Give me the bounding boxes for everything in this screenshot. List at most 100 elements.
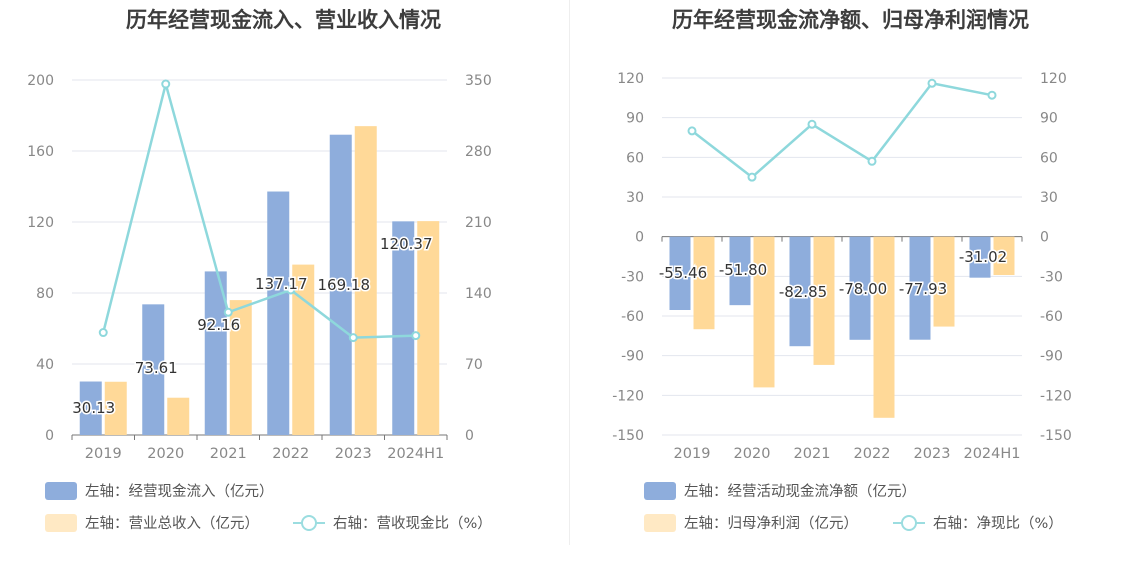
left-axis-tick-label: 120 <box>617 71 644 87</box>
bar-series2 <box>229 300 252 435</box>
left-axis-tick-label: -90 <box>621 349 644 365</box>
right-chart-panel: 历年经营现金流净额、归母净利润情况 -150 -120 -90 -60 -30 0 30 60… <box>567 0 1134 582</box>
left-axis-tick-label: 200 <box>27 73 54 89</box>
line-point <box>987 90 997 100</box>
bar-data-label: -31.02 <box>959 248 1007 266</box>
left-axis-tick-label: 0 <box>45 428 54 444</box>
bar-series2 <box>104 381 127 435</box>
bar-series2 <box>933 236 955 327</box>
line-point <box>98 328 108 338</box>
legend-swatch-orange <box>644 513 676 532</box>
x-axis-category-label: 2020 <box>147 446 184 462</box>
right-axis-tick-label: 30 <box>1040 190 1058 206</box>
line-point <box>927 78 937 88</box>
x-axis-category-label: 2021 <box>794 446 831 462</box>
bar-series2 <box>993 236 1015 276</box>
line-series <box>102 79 416 339</box>
legend-item-net-profit[interactable]: 左轴：归母净利润（亿元） <box>644 512 858 533</box>
left-axis-tick-label: 60 <box>626 150 644 166</box>
line-point <box>747 172 757 182</box>
left-chart-panel: 历年经营现金流入、营业收入情况 0 40 80 120 160 200 0 70 140 210 2… <box>27 8 492 533</box>
left-chart-title: 历年经营现金流入、营业收入情况 <box>126 8 441 32</box>
bar-series1 <box>204 271 227 435</box>
legend-swatch-blue <box>644 481 676 500</box>
left-axis-tick-label: 0 <box>635 230 644 246</box>
bar-data-label: -51.80 <box>719 261 767 279</box>
bar-data-label: 169.18 <box>318 276 371 294</box>
legend-item-net-cash-ratio[interactable]: 右轴：净现比（%） <box>893 512 1063 533</box>
right-axis-tick-label: -30 <box>1040 269 1063 285</box>
panel-divider <box>569 0 570 545</box>
bar-series2 <box>813 236 835 365</box>
bar-series1 <box>79 381 102 435</box>
x-axis-category-label: 2019 <box>85 446 122 462</box>
left-chart-svg: 0 40 80 120 160 200 0 70 140 210 280 350 2019 2020 202… <box>27 73 492 462</box>
x-axis-category-label: 2022 <box>854 446 891 462</box>
line-point <box>867 156 877 166</box>
bar-series2 <box>417 221 440 435</box>
right-axis-tick-label: -60 <box>1040 309 1063 325</box>
bar-series1 <box>329 134 352 435</box>
bar-data-label: 92.16 <box>197 316 240 334</box>
legend-item-revenue[interactable]: 左轴：营业总收入（亿元） <box>45 512 259 533</box>
bar-series1 <box>909 236 931 340</box>
right-axis-tick-label: 140 <box>465 286 492 302</box>
legend-item-ratio[interactable]: 右轴：营收现金比（%） <box>293 512 492 533</box>
line-point <box>807 119 817 129</box>
right-axis-tick-label: 210 <box>465 215 492 231</box>
left-axis-tick-label: 160 <box>27 144 54 160</box>
legend-label: 左轴：经营活动现金流净额（亿元） <box>684 484 916 500</box>
bar-series1 <box>849 236 871 340</box>
line-point <box>348 333 358 343</box>
x-axis-category-label: 2020 <box>734 446 771 462</box>
legend-label: 右轴：净现比（%） <box>933 516 1063 532</box>
x-axis-category-label: 2023 <box>914 446 951 462</box>
left-axis-tick-label: -60 <box>621 309 644 325</box>
right-chart-svg: -150 -120 -90 -60 -30 0 30 60 90 120 -150 -120 -90 -6… <box>612 71 1072 462</box>
bar-series1 <box>969 236 991 278</box>
legend-swatch-orange <box>45 513 77 532</box>
line-point <box>687 126 697 136</box>
bar-data-label: -55.46 <box>659 264 707 282</box>
legend-label: 左轴：归母净利润（亿元） <box>684 516 858 532</box>
x-axis-category-label: 2019 <box>674 446 711 462</box>
bar-data-label: -77.93 <box>899 280 947 298</box>
left-axis-tick-label: -30 <box>621 269 644 285</box>
right-axis-tick-label: 90 <box>1040 111 1058 127</box>
legend-item-cash-inflow[interactable]: 左轴：经营现金流入（亿元） <box>45 480 274 501</box>
left-axis-tick-label: 40 <box>36 357 54 373</box>
bar-series2 <box>873 236 895 418</box>
bar-series2 <box>354 126 377 436</box>
right-axis-tick-label: 0 <box>465 428 474 444</box>
right-axis-tick-label: 280 <box>465 144 492 160</box>
bar-series1 <box>392 221 415 435</box>
bar-data-label: -78.00 <box>839 280 887 298</box>
bar-series1 <box>729 236 751 306</box>
line-point <box>161 79 171 89</box>
bar-series2 <box>693 236 715 330</box>
bar-data-label: 120.37 <box>380 235 433 253</box>
right-axis-tick-label: -120 <box>1040 388 1072 404</box>
bar-data-label: 73.61 <box>135 359 178 377</box>
right-chart-title: 历年经营现金流净额、归母净利润情况 <box>672 8 1029 32</box>
bar-series1 <box>789 236 811 347</box>
x-axis-category-label: 2023 <box>335 446 372 462</box>
left-axis-tick-label: 80 <box>36 286 54 302</box>
legend-label: 右轴：营收现金比（%） <box>333 516 492 532</box>
right-axis-tick-label: 350 <box>465 73 492 89</box>
legend-line-icon <box>893 514 925 532</box>
bar-series2 <box>167 397 190 435</box>
x-axis-category-label: 2022 <box>272 446 309 462</box>
line-point <box>286 285 296 295</box>
left-axis-tick-label: 30 <box>626 190 644 206</box>
right-axis-tick-label: -150 <box>1040 428 1072 444</box>
legend-line-icon <box>293 514 325 532</box>
bar-data-label: 30.13 <box>72 399 115 417</box>
legend-swatch-blue <box>45 481 77 500</box>
legend-item-net-cash[interactable]: 左轴：经营活动现金流净额（亿元） <box>644 480 916 501</box>
line-series <box>691 81 993 179</box>
right-axis-tick-label: 60 <box>1040 150 1058 166</box>
bar-series2 <box>753 236 775 388</box>
left-axis-tick-label: 90 <box>626 111 644 127</box>
x-axis-category-label: 2024H1 <box>963 446 1020 462</box>
